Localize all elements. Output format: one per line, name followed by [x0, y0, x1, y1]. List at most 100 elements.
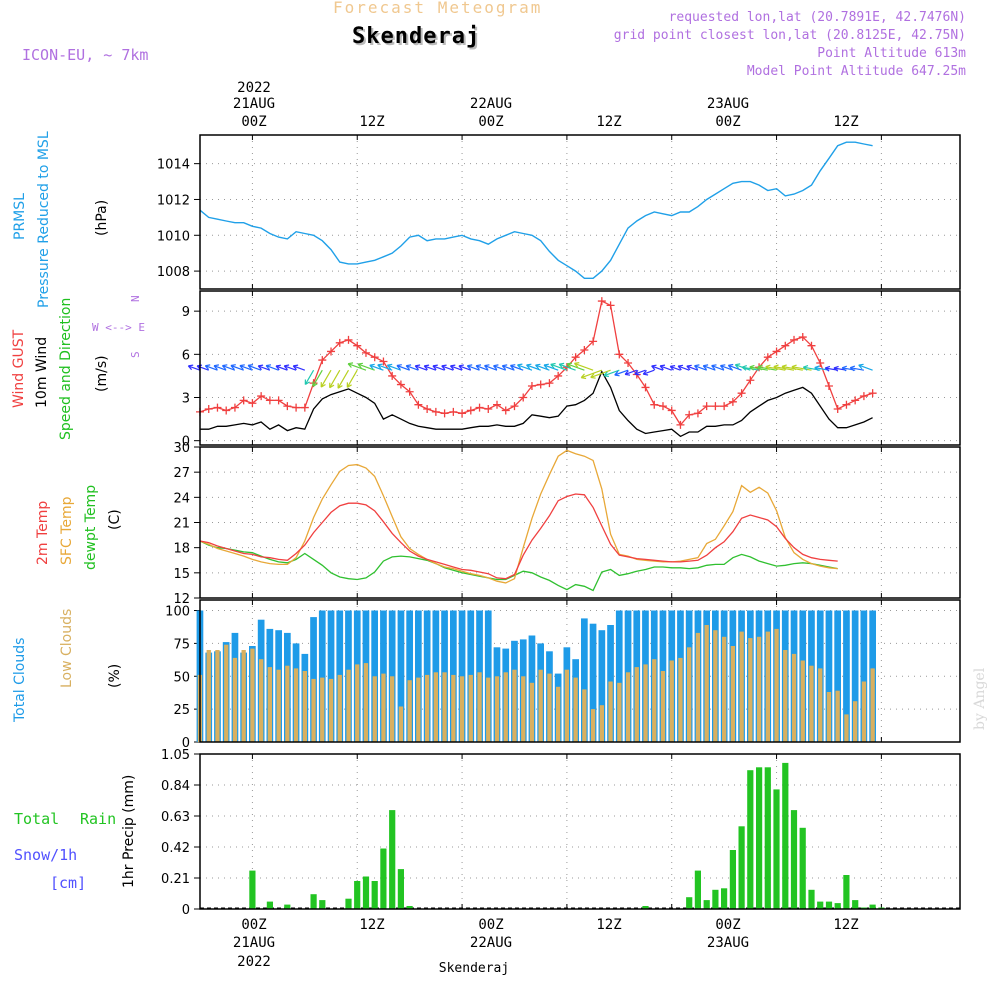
bottom-hour-label-2: 12Z [359, 917, 384, 933]
precip-ytick-label-1: 0.21 [161, 872, 190, 887]
wind-direction-arrow [651, 364, 664, 371]
precip-panel-frame [199, 753, 961, 910]
clouds-ytick-label-2: 50 [173, 670, 190, 685]
gust-marker [204, 405, 213, 414]
gust-marker [239, 396, 248, 405]
low-cloud-bar [337, 674, 342, 742]
rain-bar [747, 770, 754, 909]
gust-marker [597, 297, 606, 306]
pressure-ytick-label-3: 1014 [157, 158, 190, 173]
bottom-hour-label-4: 12Z [596, 917, 621, 933]
low-cloud-bar [730, 646, 735, 742]
grid-point-coords: grid point closest lon,lat (20.8125E, 42… [613, 28, 966, 43]
low-cloud-bar [564, 669, 569, 742]
low-cloud-bar [276, 669, 281, 742]
wind-direction-arrow [423, 364, 437, 371]
total-cloud-bar [615, 610, 623, 742]
rain-bar [266, 901, 273, 909]
gust-marker [798, 333, 807, 342]
low-cloud-bar [363, 663, 369, 742]
compass-north: N [129, 295, 142, 302]
gust-marker [641, 383, 650, 392]
wind-direction-arrow [239, 364, 253, 371]
low-cloud-bar [590, 709, 596, 742]
low-cloud-bar [206, 650, 211, 742]
clouds-unit: (%) [107, 664, 123, 688]
rain-bar [694, 870, 701, 909]
temp-ytick-label-2: 18 [173, 542, 190, 557]
rain-bar [354, 881, 361, 909]
wind-direction-arrow [711, 364, 725, 371]
low-cloud-bar [538, 669, 543, 742]
low-cloud-bar [835, 690, 840, 742]
total-cloud-bar [589, 623, 597, 742]
wind-direction-arrow [283, 364, 297, 371]
precip-snow-label: Snow/1h [14, 846, 77, 864]
precip-ytick-label-5: 1.05 [161, 748, 190, 763]
total-cloud-bar [458, 610, 466, 742]
total-cloud-bar [397, 610, 405, 742]
low-cloud-bar [390, 676, 395, 742]
point-altitude: Point Altitude 613m [817, 46, 966, 61]
top-hour-label-3: 00Z [478, 114, 503, 130]
low-cloud-bar [774, 628, 779, 742]
low-cloud-bar [293, 668, 299, 742]
wind-direction-arrow [686, 364, 699, 371]
gust-marker [344, 335, 353, 344]
low-cloud-bar [477, 672, 482, 742]
low-cloud-bar [372, 676, 377, 742]
precip-ytick-label-0: 0 [182, 903, 190, 918]
rain-bar [397, 869, 404, 909]
low-cloud-bar [608, 681, 613, 742]
wind-direction-arrow [312, 369, 323, 387]
wind-direction-arrow [590, 369, 611, 379]
rain-bar [808, 889, 815, 909]
total-cloud-bar [388, 610, 396, 742]
precip-total-label: Total [14, 810, 59, 828]
rain-bar [249, 870, 256, 909]
gust-marker [693, 409, 702, 418]
low-cloud-bar [241, 650, 246, 742]
clouds-ytick-label-3: 75 [173, 637, 190, 652]
gust-marker [300, 403, 309, 412]
pressure-ytick-label-2: 1012 [157, 193, 190, 208]
low-cloud-bar [346, 669, 351, 742]
gust-marker [746, 376, 755, 385]
gust-marker [711, 402, 720, 411]
wind-direction-arrow [304, 369, 315, 386]
forecast-title: Forecast Meteogram [333, 0, 543, 17]
rain-bar [371, 881, 378, 909]
gust-marker [274, 396, 283, 405]
low-cloud-bar [573, 677, 578, 742]
total-cloud-bar [318, 610, 326, 742]
low-cloud-bar [800, 660, 805, 742]
rain-bar [389, 810, 396, 909]
gust-line [199, 300, 873, 426]
gust-marker [449, 407, 458, 416]
wind-direction-arrow [659, 364, 672, 371]
wind-direction-arrow [526, 363, 541, 371]
wind-direction-arrow [858, 363, 873, 371]
wind-direction-arrow [432, 364, 445, 371]
low-cloud-bar [311, 678, 316, 742]
wind-direction-arrow [386, 363, 402, 371]
gust-marker [615, 350, 624, 359]
temp-ytick-label-1: 15 [173, 567, 190, 582]
rain-bar [721, 888, 728, 909]
low-cloud-bar [224, 644, 229, 742]
clouds-ytick-label-0: 0 [182, 736, 190, 751]
precip-rain-label: Rain [80, 810, 116, 828]
low-cloud-bar [416, 677, 421, 742]
rain-bar [773, 789, 780, 909]
low-cloud-bar [215, 650, 220, 742]
gust-marker [388, 371, 397, 380]
wind-direction-arrow [535, 363, 550, 371]
low-cloud-bar [660, 671, 666, 742]
wind-ytick-label-2: 6 [182, 348, 190, 363]
total-cloud-bar [371, 610, 378, 742]
low-cloud-bar [818, 668, 823, 742]
precip-snow-unit: [cm] [50, 874, 86, 892]
dewpt-temp-label: dewpt Temp [83, 485, 99, 570]
low-cloud-bar [599, 705, 604, 742]
wind-direction-arrow [694, 364, 707, 371]
